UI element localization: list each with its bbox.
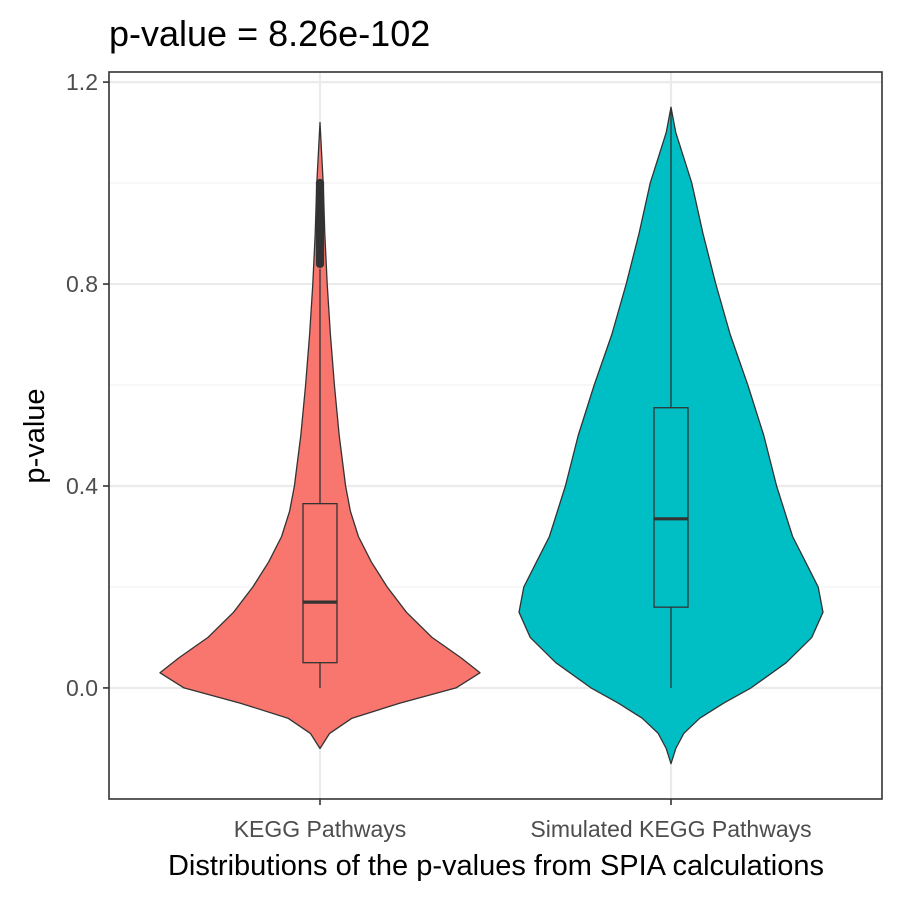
y-tick-label: 1.2	[66, 69, 98, 95]
violins	[159, 106, 824, 765]
axes: 0.0 0.4 0.8 1.2 KEGG Pathways Simulated KEGG …	[66, 69, 812, 842]
outlier-point	[315, 178, 325, 188]
x-tick-label: KEGG Pathways	[234, 816, 407, 842]
box	[653, 407, 689, 608]
y-tick-label: 0.4	[66, 473, 98, 499]
y-tick-label: 0.8	[66, 271, 98, 297]
x-tick-label: Simulated KEGG Pathways	[530, 816, 811, 842]
y-tick-label: 0.0	[66, 675, 98, 701]
chart-title: p-value = 8.26e-102	[109, 13, 430, 54]
x-axis-title: Distributions of the p-values from SPIA …	[168, 850, 824, 882]
boxplots	[302, 107, 689, 688]
panel-border	[108, 71, 883, 800]
box	[302, 503, 338, 664]
y-axis-title: p-value	[19, 388, 51, 483]
